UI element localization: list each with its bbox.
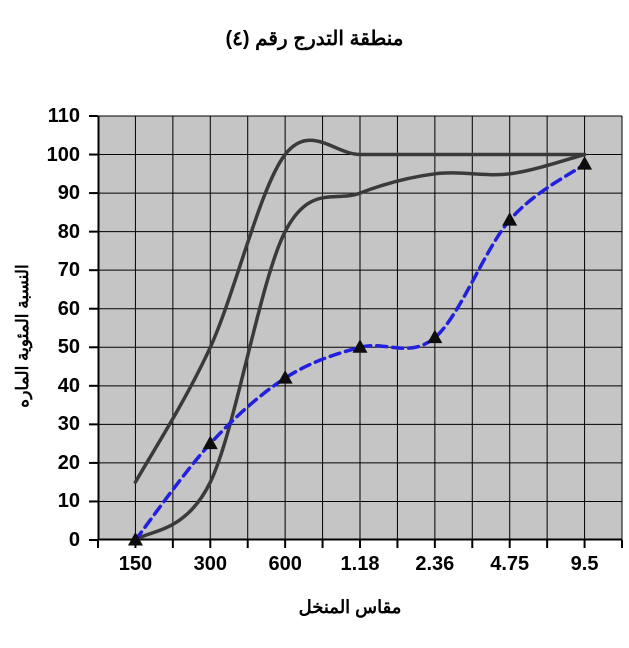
x-tick-label: 300: [193, 553, 227, 575]
y-tick-label: 70: [57, 259, 80, 282]
triangle-marker: [427, 329, 443, 344]
plot-area: [89, 115, 623, 548]
triangle-marker: [577, 156, 593, 170]
y-tick-label: 0: [68, 529, 80, 551]
y-tick-label: 80: [57, 220, 80, 243]
triangle-marker: [202, 435, 218, 450]
triangle-marker: [352, 339, 368, 353]
y-tick-label: 40: [57, 374, 80, 397]
x-tick-label: 9.5: [570, 553, 599, 575]
triangle-marker: [502, 212, 518, 226]
triangle-marker: [127, 532, 143, 546]
series-line-upper-gradation-limit: [133, 138, 587, 484]
x-tick-label: 600: [268, 553, 302, 575]
triangle-marker: [277, 370, 293, 384]
y-tick-label: 10: [57, 490, 80, 513]
series-line-lower-gradation-limit: [133, 152, 587, 542]
x-tick-label: 150: [118, 553, 153, 575]
y-tick-label: 30: [57, 413, 80, 436]
y-tick-label: 50: [57, 336, 80, 359]
y-tick-label: 110: [47, 105, 80, 127]
x-tick-label: 2.36: [415, 553, 455, 575]
y-tick-label: 60: [57, 297, 80, 320]
x-tick-label: 4.75: [490, 553, 530, 575]
y-tick-label: 100: [46, 143, 80, 166]
chart-title: منطقة التدرج رقم (٤): [225, 28, 404, 50]
y-tick-label: 20: [57, 451, 80, 474]
x-tick-label: 1.18: [340, 553, 380, 575]
y-tick-label: 90: [57, 182, 80, 205]
x-axis-title: مقاس المنخل: [298, 597, 402, 617]
